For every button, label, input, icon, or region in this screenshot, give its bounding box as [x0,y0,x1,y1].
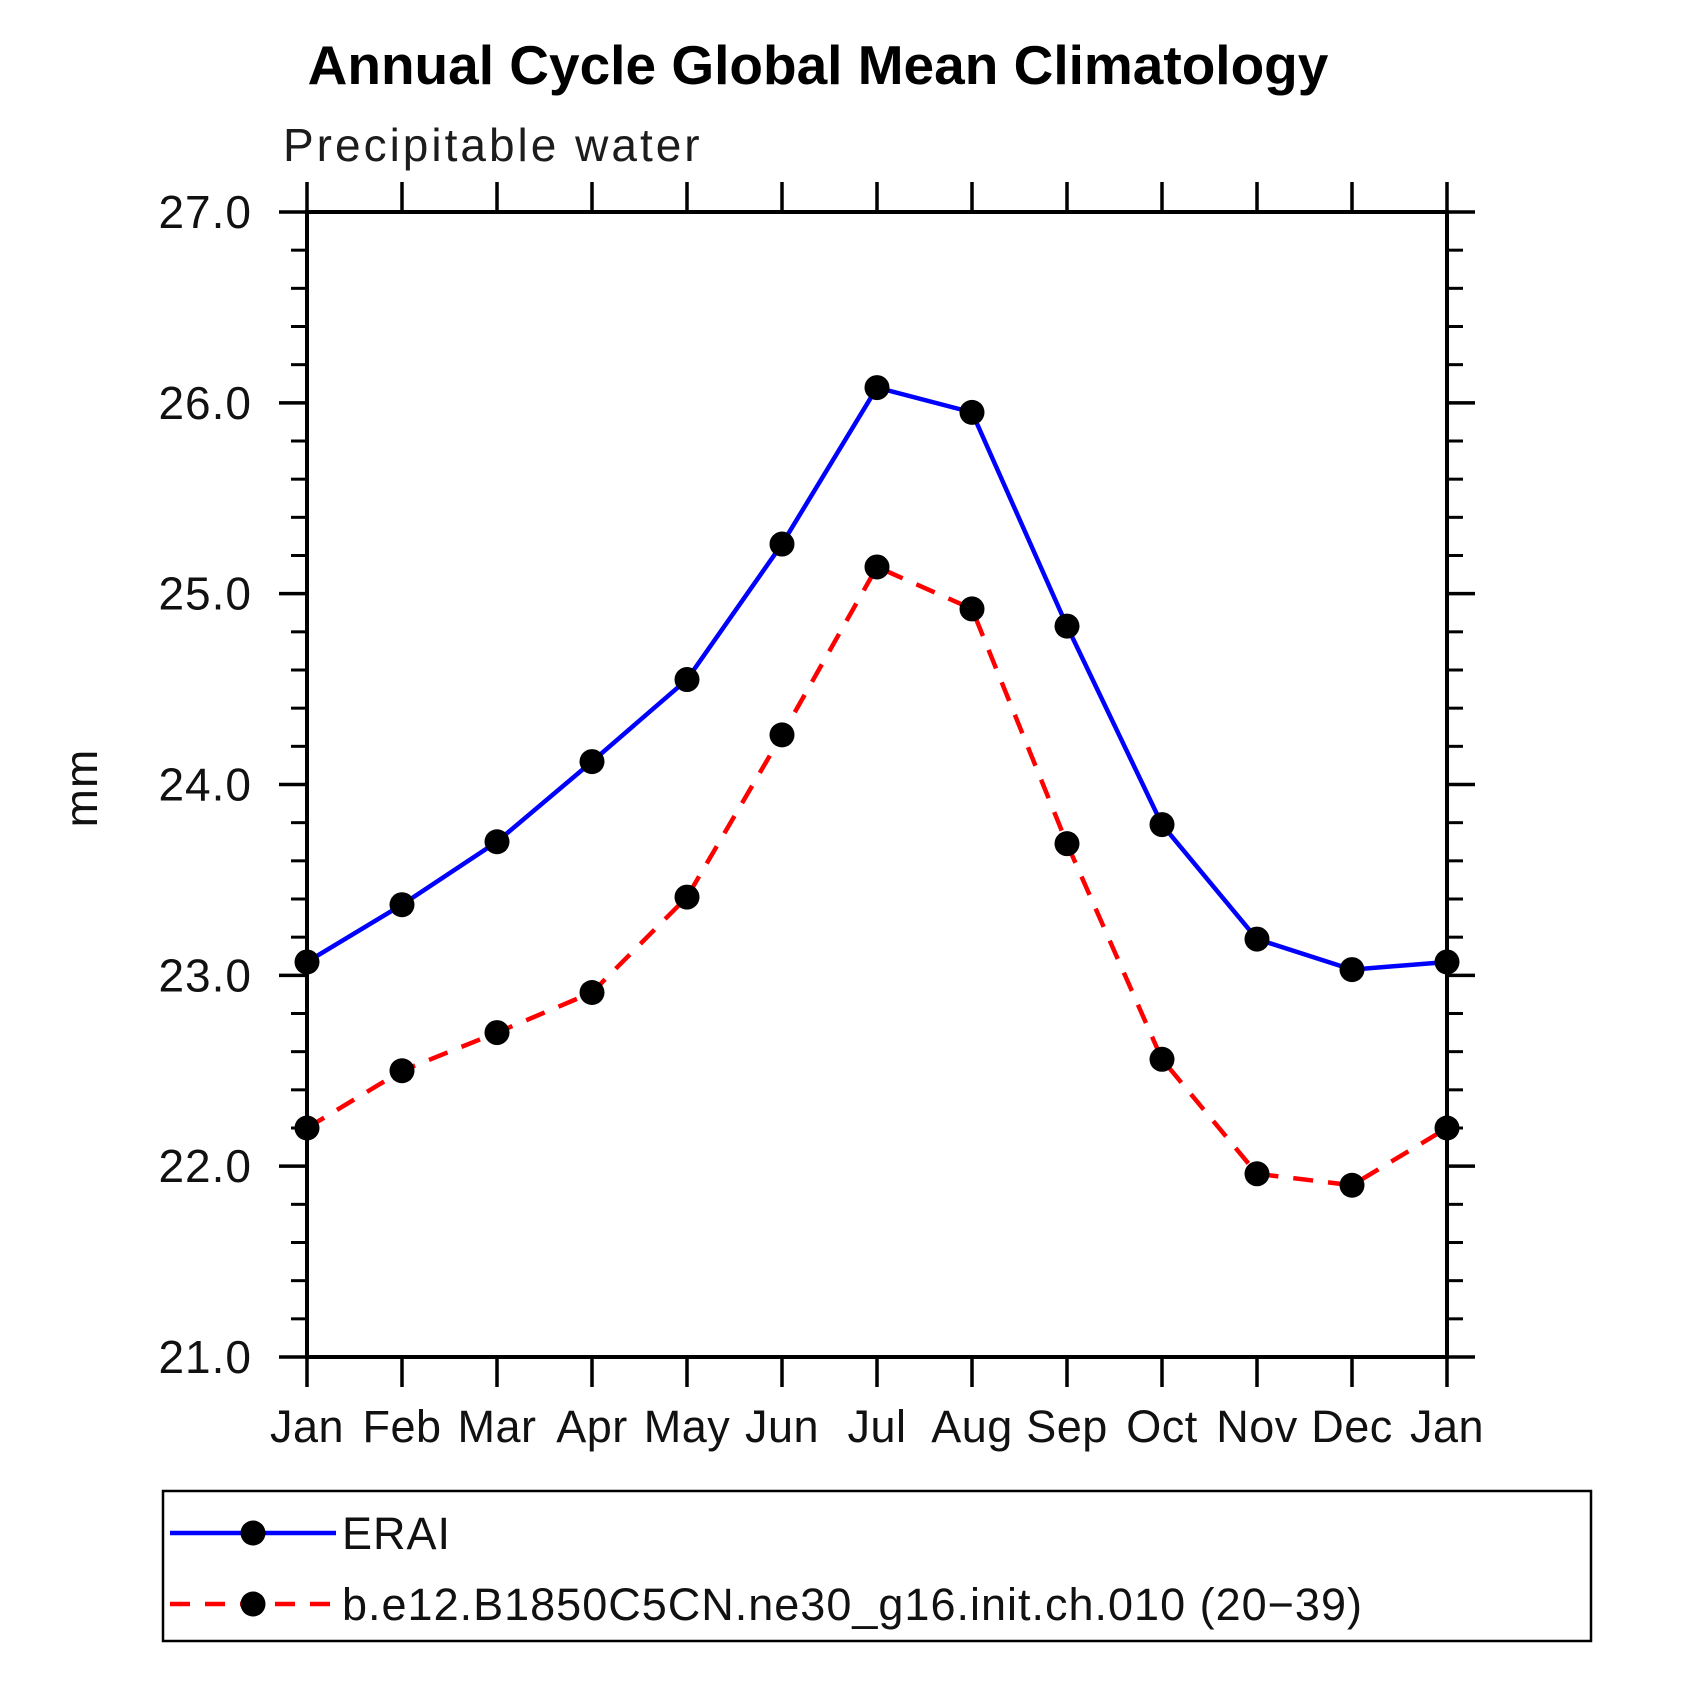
x-tick-label: Apr [556,1401,628,1452]
data-point-erai [1054,613,1080,639]
y-tick-label: 22.0 [158,1140,252,1192]
data-point-model [1434,1115,1460,1141]
data-point-model [1054,831,1080,857]
x-tick-label: May [644,1401,731,1452]
legend-marker-erai [240,1520,266,1546]
data-point-erai [769,531,795,557]
x-tick-label: Jan [1410,1401,1484,1452]
y-tick-label: 25.0 [158,568,252,620]
data-point-model [769,722,795,748]
legend-box [161,1489,1593,1643]
data-point-model [1244,1161,1270,1187]
data-point-model [579,980,605,1006]
chart-title: Annual Cycle Global Mean Climatology [308,34,1329,96]
data-point-model [1339,1172,1365,1198]
plot-area: Jan Feb Mar Apr May Jun Jul Aug Sep Oct Nov Dec Jan 2… [158,182,1484,1452]
legend-entry-erai: ERAI [170,1508,451,1559]
x-tick-label: Mar [458,1401,537,1452]
data-point-model [484,1020,510,1046]
y-tick-label: 26.0 [158,377,252,429]
data-point-erai [1244,926,1270,952]
data-point-erai [674,667,700,693]
y-tick-label: 24.0 [158,759,252,811]
series-line-erai [305,385,1448,972]
legend-label-model: b.e12.B1850C5CN.ne30_g16.init.ch.010 (20… [342,1579,1363,1630]
x-tick-label: Oct [1126,1401,1198,1452]
x-tick-label: Feb [362,1401,441,1452]
data-point-erai [1339,957,1365,983]
data-point-erai [294,949,320,975]
legend-label-erai: ERAI [342,1508,451,1559]
data-point-model [864,554,890,580]
data-point-model [1149,1046,1175,1072]
data-point-model [389,1058,415,1084]
x-tick-label: Sep [1026,1401,1108,1452]
x-tick-label: Jul [847,1401,906,1452]
data-point-erai [389,892,415,918]
legend-marker-model [240,1591,266,1617]
y-tick-label: 23.0 [158,949,252,1001]
data-point-model [674,884,700,910]
chart-subtitle: Precipitable water [283,119,703,171]
data-point-model [294,1115,320,1141]
data-point-model [959,596,985,622]
data-point-erai [864,375,890,401]
y-tick-label: 21.0 [158,1331,252,1383]
y-axis-label: mm [55,749,107,828]
data-point-erai [484,829,510,855]
data-point-erai [1434,949,1460,975]
x-tick-label: Nov [1216,1401,1298,1452]
series-line-model [305,564,1449,1188]
x-tick-label: Aug [931,1401,1013,1452]
data-point-erai [579,749,605,775]
x-tick-label: Dec [1311,1401,1393,1452]
y-tick-label: 27.0 [158,186,252,238]
legend-entry-model: b.e12.B1850C5CN.ne30_g16.init.ch.010 (20… [170,1579,1363,1630]
x-tick-label: Jan [270,1401,344,1452]
data-point-erai [959,399,985,425]
data-point-erai [1149,812,1175,838]
x-tick-label: Jun [745,1401,819,1452]
legend: ERAI b.e12.B1850C5CN.ne30_g16.init.ch.01… [161,1489,1593,1643]
